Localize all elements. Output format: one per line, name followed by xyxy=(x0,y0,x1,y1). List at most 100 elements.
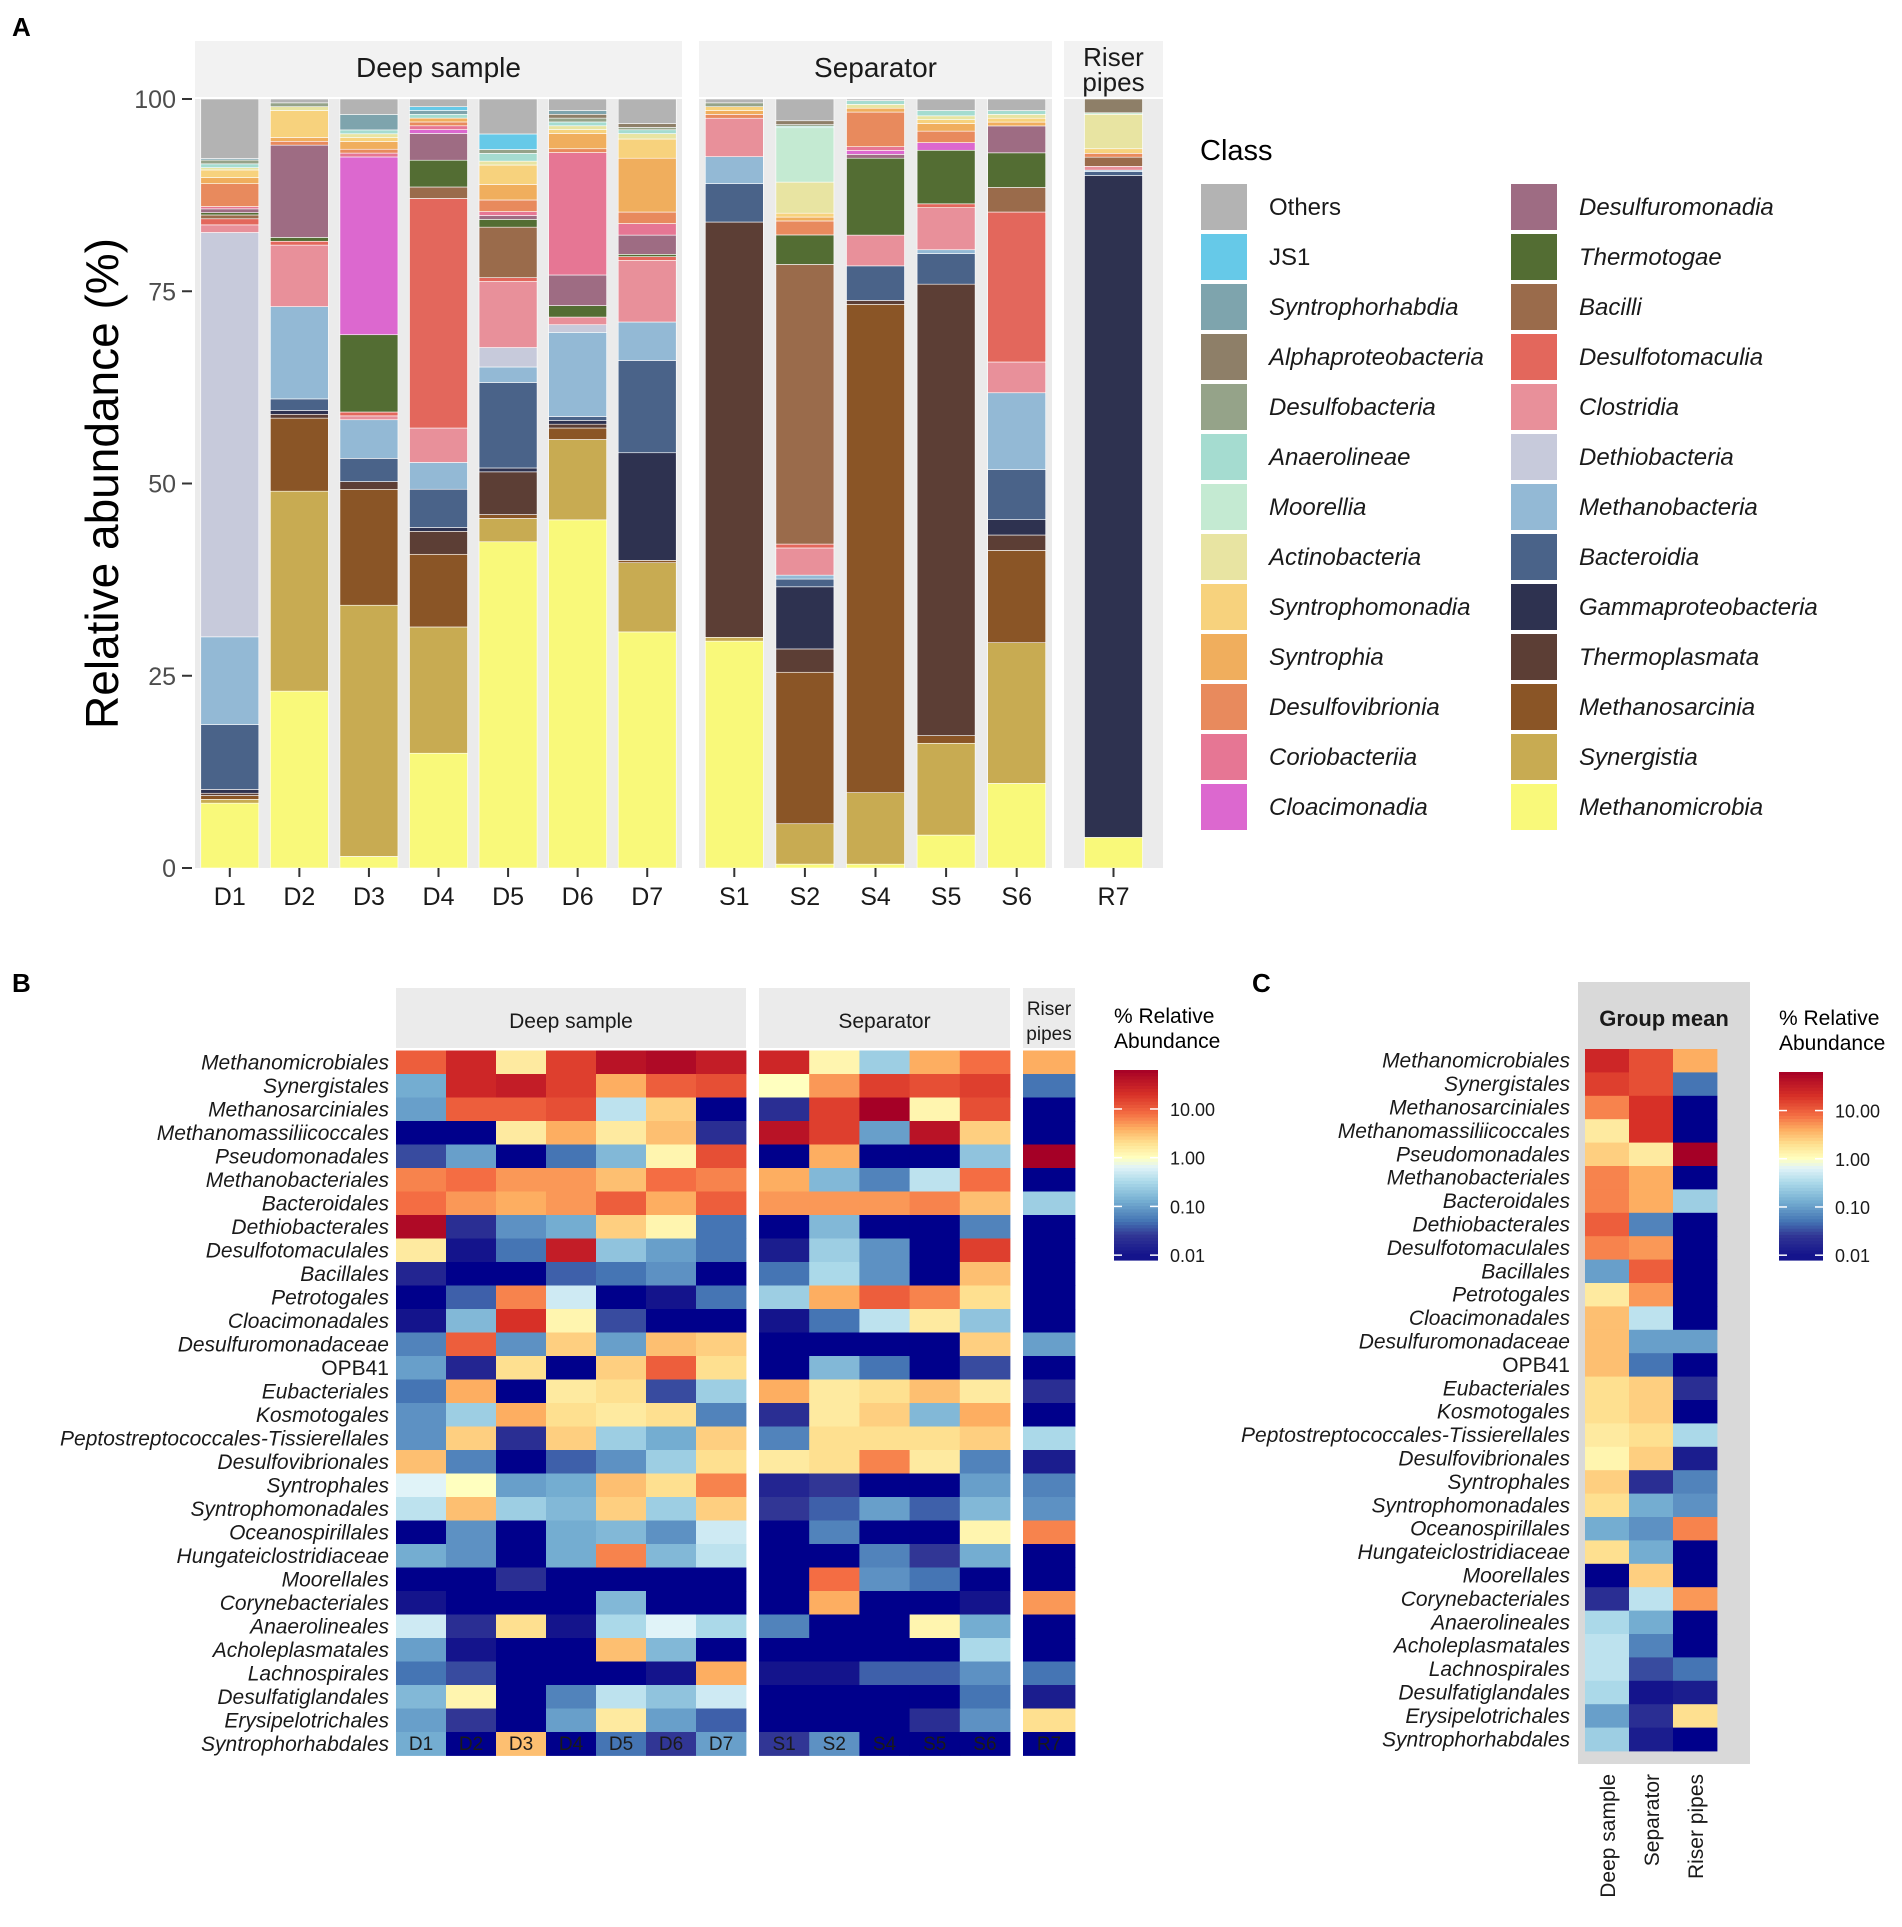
heatmap-cell xyxy=(1023,1544,1076,1568)
heatmap-cell xyxy=(646,1614,697,1639)
colorbar-step xyxy=(1114,1152,1158,1157)
bar-segment-methanobacteria xyxy=(548,332,607,417)
colorbar-step xyxy=(1779,1112,1823,1117)
heatmap-cell xyxy=(959,1732,1011,1756)
heatmap-cell xyxy=(446,1638,497,1662)
heatmap-cell xyxy=(759,1732,810,1756)
heatmap-cell xyxy=(546,1708,597,1733)
heatmap-cell xyxy=(1629,1095,1674,1120)
heatmap-cell xyxy=(396,1450,447,1474)
heatmap-cell xyxy=(396,1262,447,1286)
bar-segment-others xyxy=(704,98,764,104)
heatmap-cell xyxy=(1629,1049,1674,1073)
colorbar-step xyxy=(1114,1247,1158,1252)
heatmap-cell xyxy=(859,1661,910,1686)
bar-segment-actinobacteria xyxy=(1084,114,1143,150)
heatmap-cell xyxy=(646,1121,697,1145)
heatmap-cell xyxy=(596,1567,647,1592)
bar-s1 xyxy=(704,98,764,869)
bar-segment-actinobacteria xyxy=(548,125,607,130)
bar-segment-desulfovibrionia xyxy=(617,211,677,224)
heatmap-cell xyxy=(759,1497,810,1521)
heatmap-cell xyxy=(396,1685,447,1709)
legend-item-methanomicrobia: Methanomicrobia xyxy=(1511,784,1763,830)
heatmap-cell xyxy=(909,1215,961,1239)
colorbar-step xyxy=(1779,1109,1823,1114)
bar-segment-bacilli xyxy=(987,187,1047,213)
bar-segment-syntrophia xyxy=(704,110,764,115)
colorbar-step xyxy=(1114,1101,1158,1106)
heatmap-cell xyxy=(809,1262,860,1286)
heatmap-cell xyxy=(1629,1236,1674,1260)
colorbar-step xyxy=(1779,1203,1823,1208)
x-tick-label: S5 xyxy=(931,883,962,911)
heatmap-cell xyxy=(596,1332,647,1357)
colorbar-step xyxy=(1114,1073,1158,1077)
heatmap-cell xyxy=(446,1567,497,1592)
colorbar-step xyxy=(1114,1070,1158,1074)
heatmap-cell xyxy=(1585,1353,1630,1377)
heatmap-cell xyxy=(696,1074,747,1098)
bar-segment-methanosarcinia xyxy=(617,560,677,564)
colorbar-step xyxy=(1114,1253,1158,1258)
heatmap-cell xyxy=(496,1191,547,1216)
heatmap-cell xyxy=(396,1473,447,1498)
bar-segment-thermoplasmata xyxy=(409,531,468,555)
colorbar-step xyxy=(1114,1184,1158,1188)
bar-segment-syntrophia xyxy=(617,157,677,213)
heatmap-x-label: D4 xyxy=(559,1734,584,1755)
heatmap-cell xyxy=(496,1097,547,1122)
heatmap-cell xyxy=(1585,1119,1630,1143)
colorbar-step xyxy=(1114,1171,1158,1176)
heatmap-cell xyxy=(859,1732,910,1756)
heatmap-cell xyxy=(1023,1708,1076,1733)
heatmap-cell xyxy=(1673,1587,1718,1611)
heatmap-cell xyxy=(959,1403,1011,1427)
legend-label: Cloacimonadia xyxy=(1269,794,1428,821)
heatmap-cell xyxy=(959,1661,1011,1686)
bar-segment-thermoplasmata xyxy=(270,413,329,419)
facet-strip-label: Deep sample xyxy=(356,52,521,83)
heatmap-cell xyxy=(646,1426,697,1451)
colorbar-step xyxy=(1114,1092,1158,1096)
heatmap-cell xyxy=(1023,1121,1076,1145)
heatmap-row-label: Bacteroidales xyxy=(1443,1190,1571,1213)
heatmap-cell xyxy=(809,1591,860,1615)
colorbar-step xyxy=(1779,1228,1823,1233)
heatmap-cell xyxy=(696,1309,747,1333)
heatmap-cell xyxy=(546,1332,597,1357)
heatmap-cell xyxy=(446,1074,497,1098)
facet-strip-label-line: pipes xyxy=(1026,1024,1071,1045)
bar-segment-thermotogae xyxy=(916,149,976,205)
heatmap-cell xyxy=(696,1450,747,1474)
colorbar-step xyxy=(1779,1162,1823,1167)
heatmap-cell xyxy=(546,1168,597,1192)
bar-segment-clostridia xyxy=(775,547,835,576)
legend-label: Syntrophia xyxy=(1269,644,1384,671)
heatmap-cell xyxy=(1023,1097,1076,1122)
heatmap-cell xyxy=(596,1732,647,1756)
heatmap-row-label: Eubacteriales xyxy=(262,1380,390,1403)
heatmap-cell xyxy=(859,1050,910,1075)
legend-item-bacteroidia: Bacteroidia xyxy=(1511,534,1699,580)
colorbar-step xyxy=(1779,1122,1823,1126)
bar-segment-desulfobacteria xyxy=(617,127,677,131)
legend-swatch xyxy=(1201,334,1247,380)
heatmap-row-label: Desulfuromonadaceae xyxy=(178,1333,389,1356)
bar-segment-methanobacteria xyxy=(339,419,399,459)
bar-segment-bacteroidia xyxy=(548,416,607,421)
heatmap-cell xyxy=(496,1050,547,1075)
colorbar-step xyxy=(1779,1194,1823,1198)
bar-segment-desulfobacteria xyxy=(200,159,260,165)
bar-segment-cloacimonadia xyxy=(409,129,468,134)
heatmap-cell xyxy=(696,1544,747,1568)
heatmap-cell xyxy=(546,1097,597,1122)
heatmap-row-label: Desulfovibrionales xyxy=(1398,1448,1570,1471)
heatmap-cell xyxy=(909,1074,961,1098)
heatmap-cell xyxy=(759,1262,810,1286)
heatmap-row-label: Methanomicrobiales xyxy=(201,1051,389,1074)
colorbar-step xyxy=(1779,1137,1823,1142)
bar-segment-desulfovibrionia xyxy=(775,220,835,236)
heatmap-row-label: Petrotogales xyxy=(271,1286,389,1309)
